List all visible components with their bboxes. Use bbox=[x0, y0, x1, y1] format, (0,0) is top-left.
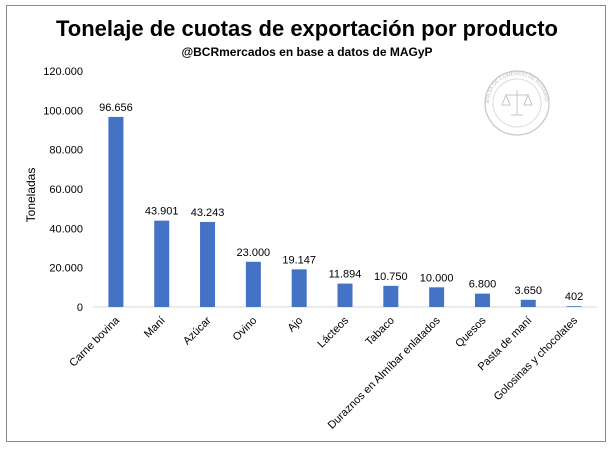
y-axis-label: Toneladas bbox=[24, 168, 38, 223]
y-tick-label: 20.000 bbox=[49, 263, 83, 275]
y-tick-label: 100.000 bbox=[43, 105, 83, 117]
data-label: 96.656 bbox=[99, 102, 133, 114]
y-axis-ticks: 0 20.000 40.000 60.000 80.000 100.000 120.000 bbox=[43, 66, 83, 314]
bar bbox=[566, 306, 582, 307]
category-label: Lácteos bbox=[315, 314, 351, 350]
data-label: 3.650 bbox=[515, 285, 543, 297]
bar bbox=[154, 220, 170, 307]
data-label: 402 bbox=[565, 291, 583, 303]
bar-chart: Tonelaje de cuotas de exportación por pr… bbox=[24, 16, 597, 432]
data-label: 43.243 bbox=[191, 207, 225, 219]
category-label: Ajo bbox=[286, 315, 306, 335]
data-label: 10.750 bbox=[374, 271, 408, 283]
bar bbox=[429, 287, 445, 307]
chart-subtitle: @BCRmercados en base a datos de MAGyP bbox=[181, 45, 432, 59]
category-label: Azúcar bbox=[181, 314, 214, 347]
data-label: 11.894 bbox=[329, 269, 362, 281]
chart-frame: Tonelaje de cuotas de exportación por pr… bbox=[6, 5, 606, 442]
bar bbox=[383, 285, 399, 307]
y-tick-label: 60.000 bbox=[49, 184, 83, 196]
data-label: 6.800 bbox=[469, 279, 497, 291]
data-label: 43.901 bbox=[145, 206, 179, 218]
category-label: Ovino bbox=[231, 315, 260, 344]
category-label: Golosinas y chocolates bbox=[492, 314, 581, 403]
y-tick-label: 40.000 bbox=[49, 223, 83, 235]
bar bbox=[337, 283, 353, 307]
data-label: 23.000 bbox=[237, 247, 271, 259]
bar bbox=[200, 221, 216, 307]
bar bbox=[520, 299, 536, 307]
data-labels: 96.656 43.901 43.243 23.000 19.147 11.894 10.7… bbox=[99, 102, 583, 303]
y-tick-label: 0 bbox=[77, 302, 83, 314]
watermark-seal: BOLSA DE COMERCIO DE ROSARIO bbox=[484, 70, 550, 136]
category-label: Maní bbox=[142, 315, 168, 341]
data-label: 19.147 bbox=[282, 254, 316, 266]
bar bbox=[291, 269, 307, 307]
bar bbox=[474, 293, 490, 307]
y-tick-label: 120.000 bbox=[43, 66, 83, 78]
chart-title: Tonelaje de cuotas de exportación por pr… bbox=[56, 16, 558, 41]
category-label: Quesos bbox=[453, 314, 489, 350]
bar bbox=[245, 261, 261, 307]
category-labels: Carne bovina Maní Azúcar Ovino Ajo Lácteos Tab… bbox=[67, 314, 580, 432]
bars bbox=[108, 116, 582, 307]
bar bbox=[108, 116, 124, 307]
y-tick-label: 80.000 bbox=[49, 145, 83, 157]
category-label: Carne bovina bbox=[67, 314, 122, 369]
category-label: Tabaco bbox=[363, 315, 397, 349]
scales-icon bbox=[501, 90, 533, 116]
data-label: 10.000 bbox=[420, 272, 454, 284]
